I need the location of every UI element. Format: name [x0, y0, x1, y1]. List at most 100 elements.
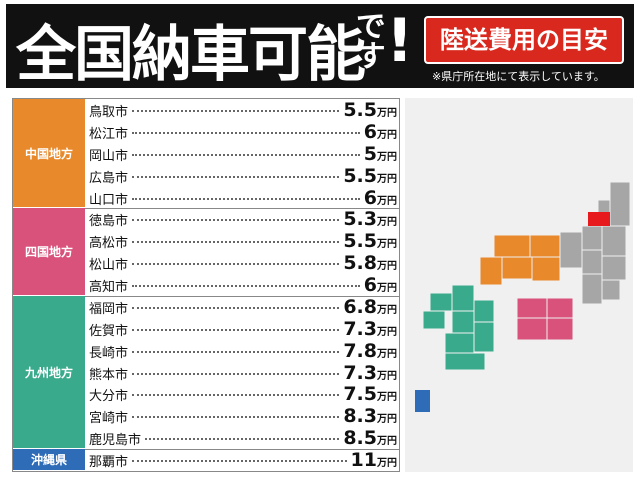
price: 5.3 [343, 208, 377, 231]
price: 7.3 [343, 317, 377, 340]
unit: 万円 [377, 239, 397, 251]
leader [132, 131, 360, 134]
city: 徳島市 [89, 214, 129, 230]
city: 長崎市 [89, 345, 129, 361]
leader [132, 110, 340, 112]
city: 山口市 [89, 192, 129, 208]
leader [132, 394, 340, 397]
region-label: 四国地方 [13, 208, 85, 296]
leader [132, 328, 340, 331]
city: 大分市 [89, 389, 129, 405]
leader [132, 460, 347, 463]
header: 全国納車可能 です ! 陸送費用の目安 ※県庁所在地にて表示しています。 [0, 0, 640, 92]
city: 鳥取市 [89, 105, 129, 120]
price: 6.8 [343, 295, 377, 318]
note: ※県庁所在地にて表示しています。 [432, 70, 605, 83]
region-separator [85, 295, 399, 297]
price: 5.8 [343, 252, 377, 275]
leader [132, 285, 360, 288]
price-row: 佐賀市 7.3 万円 [87, 318, 399, 340]
city: 松江市 [89, 126, 129, 142]
price-row: 福岡市 6.8 万円 [87, 296, 399, 318]
region-label: 九州地方 [13, 295, 85, 450]
leader [132, 219, 340, 222]
unit: 万円 [377, 370, 397, 382]
price-table: 中国地方 鳥取市 5.5 万円 松江市 6 万円 岡山市 5 万円 広島市 5.5 万円 山口市 6 万円 四国… [12, 98, 400, 472]
price-row: 鳥取市 5.5 万円 [87, 99, 399, 121]
badge: 陸送費用の目安 [424, 16, 624, 64]
unit: 万円 [377, 458, 397, 470]
price-row: 大分市 7.5 万円 [87, 383, 399, 405]
unit: 万円 [377, 261, 397, 273]
unit: 万円 [377, 304, 397, 316]
map-shikoku [516, 297, 574, 341]
unit: 万円 [377, 283, 397, 295]
city: 宮崎市 [89, 411, 129, 427]
price-row: 松山市 5.8 万円 [87, 252, 399, 274]
unit: 万円 [377, 217, 397, 229]
leader [132, 416, 340, 419]
price: 6 [363, 186, 377, 209]
region-separator [85, 449, 399, 451]
leader [132, 197, 360, 200]
leader [132, 153, 360, 156]
price-row: 鹿児島市 8.5 万円 [87, 427, 399, 449]
leader [132, 175, 340, 178]
city: 広島市 [89, 170, 129, 186]
leader [132, 306, 340, 309]
city: 熊本市 [89, 367, 129, 383]
unit: 万円 [377, 195, 397, 207]
price-row: 広島市 5.5 万円 [87, 165, 399, 187]
price-row: 高松市 5.5 万円 [87, 230, 399, 252]
unit: 万円 [377, 348, 397, 360]
city: 鹿児島市 [89, 433, 142, 449]
price: 5.5 [343, 164, 377, 187]
price: 5.5 [343, 99, 377, 121]
price-row: 山口市 6 万円 [87, 187, 399, 209]
unit: 万円 [377, 108, 397, 119]
leader [132, 372, 340, 375]
city: 福岡市 [89, 301, 129, 317]
price: 7.8 [343, 339, 377, 362]
leader [132, 241, 340, 244]
price-row: 宮崎市 8.3 万円 [87, 405, 399, 427]
price: 5 [363, 142, 377, 165]
price: 5.5 [343, 230, 377, 253]
price-row: 徳島市 5.3 万円 [87, 208, 399, 230]
city: 高知市 [89, 280, 129, 296]
price: 11 [350, 449, 377, 472]
city: 佐賀市 [89, 323, 129, 339]
price: 6 [363, 274, 377, 297]
unit: 万円 [377, 392, 397, 404]
map-chugoku [479, 234, 561, 286]
unit: 万円 [377, 414, 397, 426]
price: 8.5 [343, 427, 377, 450]
city: 高松市 [89, 236, 129, 252]
title-suffix: です [350, 10, 385, 70]
leader [132, 263, 340, 266]
price-row: 高知市 6 万円 [87, 274, 399, 296]
price: 7.3 [343, 361, 377, 384]
price-row: 長崎市 7.8 万円 [87, 340, 399, 362]
city: 岡山市 [89, 148, 129, 164]
map-kyushu [422, 284, 495, 371]
price-row: 岡山市 5 万円 [87, 143, 399, 165]
unit: 万円 [377, 326, 397, 338]
unit: 万円 [377, 129, 397, 141]
region-label: 沖縄県 [13, 449, 85, 471]
price: 6 [363, 120, 377, 143]
map [405, 98, 633, 472]
leader [145, 438, 340, 441]
leader [132, 350, 340, 353]
region-label: 中国地方 [13, 99, 85, 209]
title-mark: ! [386, 6, 414, 76]
map-okinawa [415, 390, 430, 412]
unit: 万円 [377, 151, 397, 163]
city: 那覇市 [89, 455, 129, 471]
map-tottori [588, 212, 610, 226]
price: 7.5 [343, 383, 377, 406]
price-row: 熊本市 7.3 万円 [87, 362, 399, 384]
region-separator [85, 208, 399, 210]
map-other [559, 181, 631, 305]
